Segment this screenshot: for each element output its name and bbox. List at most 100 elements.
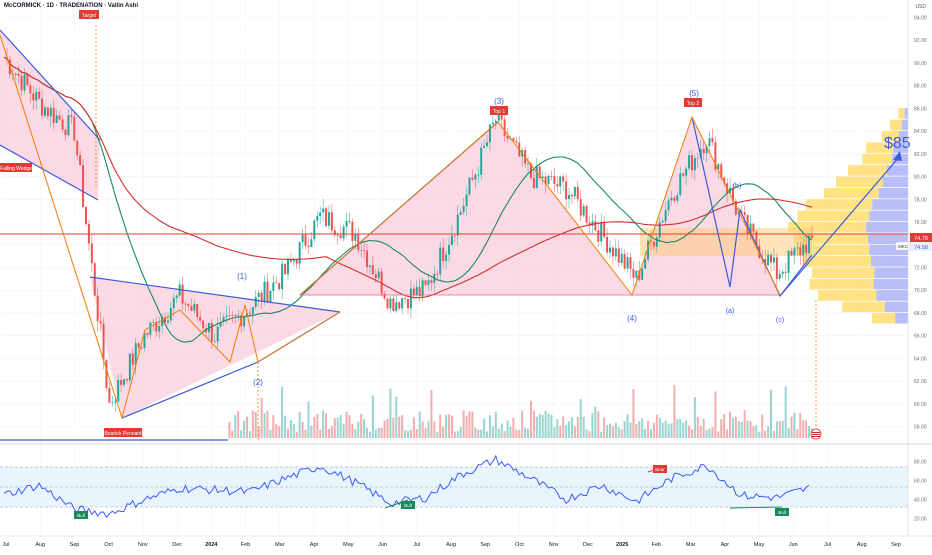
candle-body [336, 234, 339, 236]
volume-bar [524, 427, 527, 438]
volume-bar [471, 411, 474, 438]
candle-body [134, 343, 137, 365]
volume-bar [521, 410, 524, 438]
volume-profile-bar [802, 256, 872, 267]
candle-body [506, 136, 509, 139]
volume-bar [729, 411, 732, 438]
candle-body [263, 281, 266, 302]
price-tick-label: 92.00 [914, 38, 927, 44]
volume-bar [793, 412, 796, 438]
volume-bar [374, 429, 377, 438]
bull-badge-1-bg [74, 511, 88, 519]
candle-body [272, 282, 275, 291]
volume-bar [450, 415, 453, 438]
level-price-badge [910, 233, 932, 242]
falling-wedge-label-bg [0, 163, 32, 172]
volume-bar [483, 418, 486, 438]
candle-body [213, 341, 216, 343]
volume-bar [418, 411, 421, 438]
candle-body [286, 259, 289, 275]
volume-profile-bar [869, 244, 908, 256]
candle-body [591, 221, 594, 226]
candle-body [427, 280, 430, 285]
time-tick-label: Feb [241, 542, 250, 548]
candle-body [693, 158, 696, 171]
volume-bar [462, 410, 465, 438]
time-axis: Jul Aug Sep Oct Nov Dec 2024 Feb Mar Apr May Jun Jul… [2, 542, 900, 548]
volume-bar [775, 421, 778, 438]
candle-body [562, 176, 565, 182]
volume-bar [342, 423, 345, 438]
volume-bar [790, 416, 793, 438]
volume-bar [664, 420, 667, 438]
volume-bar [474, 427, 477, 438]
candle-body [234, 315, 237, 317]
candle-body [304, 234, 307, 246]
volume-bar [547, 413, 550, 438]
falling-wedge-label: Falling Wedge [0, 166, 32, 172]
volume-bar [245, 416, 248, 438]
price-axis: 94.00 92.00 90.00 88.00 86.00 84.00 82.00 80.00… [914, 15, 927, 430]
volume-bar [351, 423, 354, 438]
candle-body [559, 176, 562, 187]
volume-bar [688, 425, 691, 438]
candle-body [781, 271, 784, 274]
candle-body [690, 155, 693, 171]
candle-body [348, 220, 351, 222]
candle-body [708, 138, 711, 147]
currency-label: USD [915, 4, 926, 10]
volume-bar [784, 386, 787, 438]
volume-profile-bar [806, 199, 873, 210]
volume-bar [360, 413, 363, 438]
ma-red-line [3, 56, 813, 299]
candle-body [35, 91, 38, 101]
volume-bar [734, 416, 737, 438]
candle-body [409, 288, 412, 309]
time-tick-label: Jul [2, 542, 9, 548]
volume-bar [486, 431, 489, 438]
candle-body [90, 243, 93, 264]
price-tick-label: 72.00 [914, 265, 927, 271]
volume-bar [298, 412, 301, 438]
candle-body [456, 214, 459, 236]
volume-bar [565, 425, 568, 438]
wave-5-label: (5) [689, 89, 699, 98]
volume-bar [453, 431, 456, 438]
volume-profile-bar [842, 301, 885, 313]
volume-profile-bar [873, 278, 908, 290]
bear-badge-bg [653, 465, 667, 473]
candle-body [445, 254, 448, 261]
volume-profile-bar [898, 131, 908, 142]
candle-body [386, 298, 389, 309]
candle-body [658, 222, 661, 238]
bull-badge-3-bg [775, 508, 789, 516]
volume-bar [611, 426, 614, 438]
volume-bar [711, 426, 714, 438]
price-tick-label: 76.00 [914, 220, 927, 226]
volume-bar [500, 423, 503, 438]
volume-bar [386, 419, 389, 438]
volume-bar [389, 388, 392, 438]
candle-body [635, 270, 638, 278]
wave-4-label: (4) [627, 314, 637, 323]
volume-bar [682, 422, 685, 438]
volume-bar [257, 426, 260, 438]
rsi-divergence-line-2 [729, 506, 783, 509]
target-label-bg [79, 10, 99, 19]
volume-bar [632, 388, 635, 438]
volume-profile-bar [884, 301, 908, 313]
volume-bar [529, 400, 532, 438]
candle-body [488, 124, 491, 143]
wave-a-label: (a) [726, 308, 735, 315]
candle-body [743, 212, 746, 216]
volume-profile-bar [887, 165, 908, 176]
volume-bar [503, 431, 506, 438]
candle-body [58, 115, 61, 120]
volume-bars [228, 385, 813, 438]
candle-body [793, 248, 796, 256]
rsi-annotations: Bull Bull Bull Bear [74, 465, 789, 519]
volume-bar [439, 414, 442, 438]
candle-body [705, 146, 708, 154]
candle-body [442, 247, 445, 261]
